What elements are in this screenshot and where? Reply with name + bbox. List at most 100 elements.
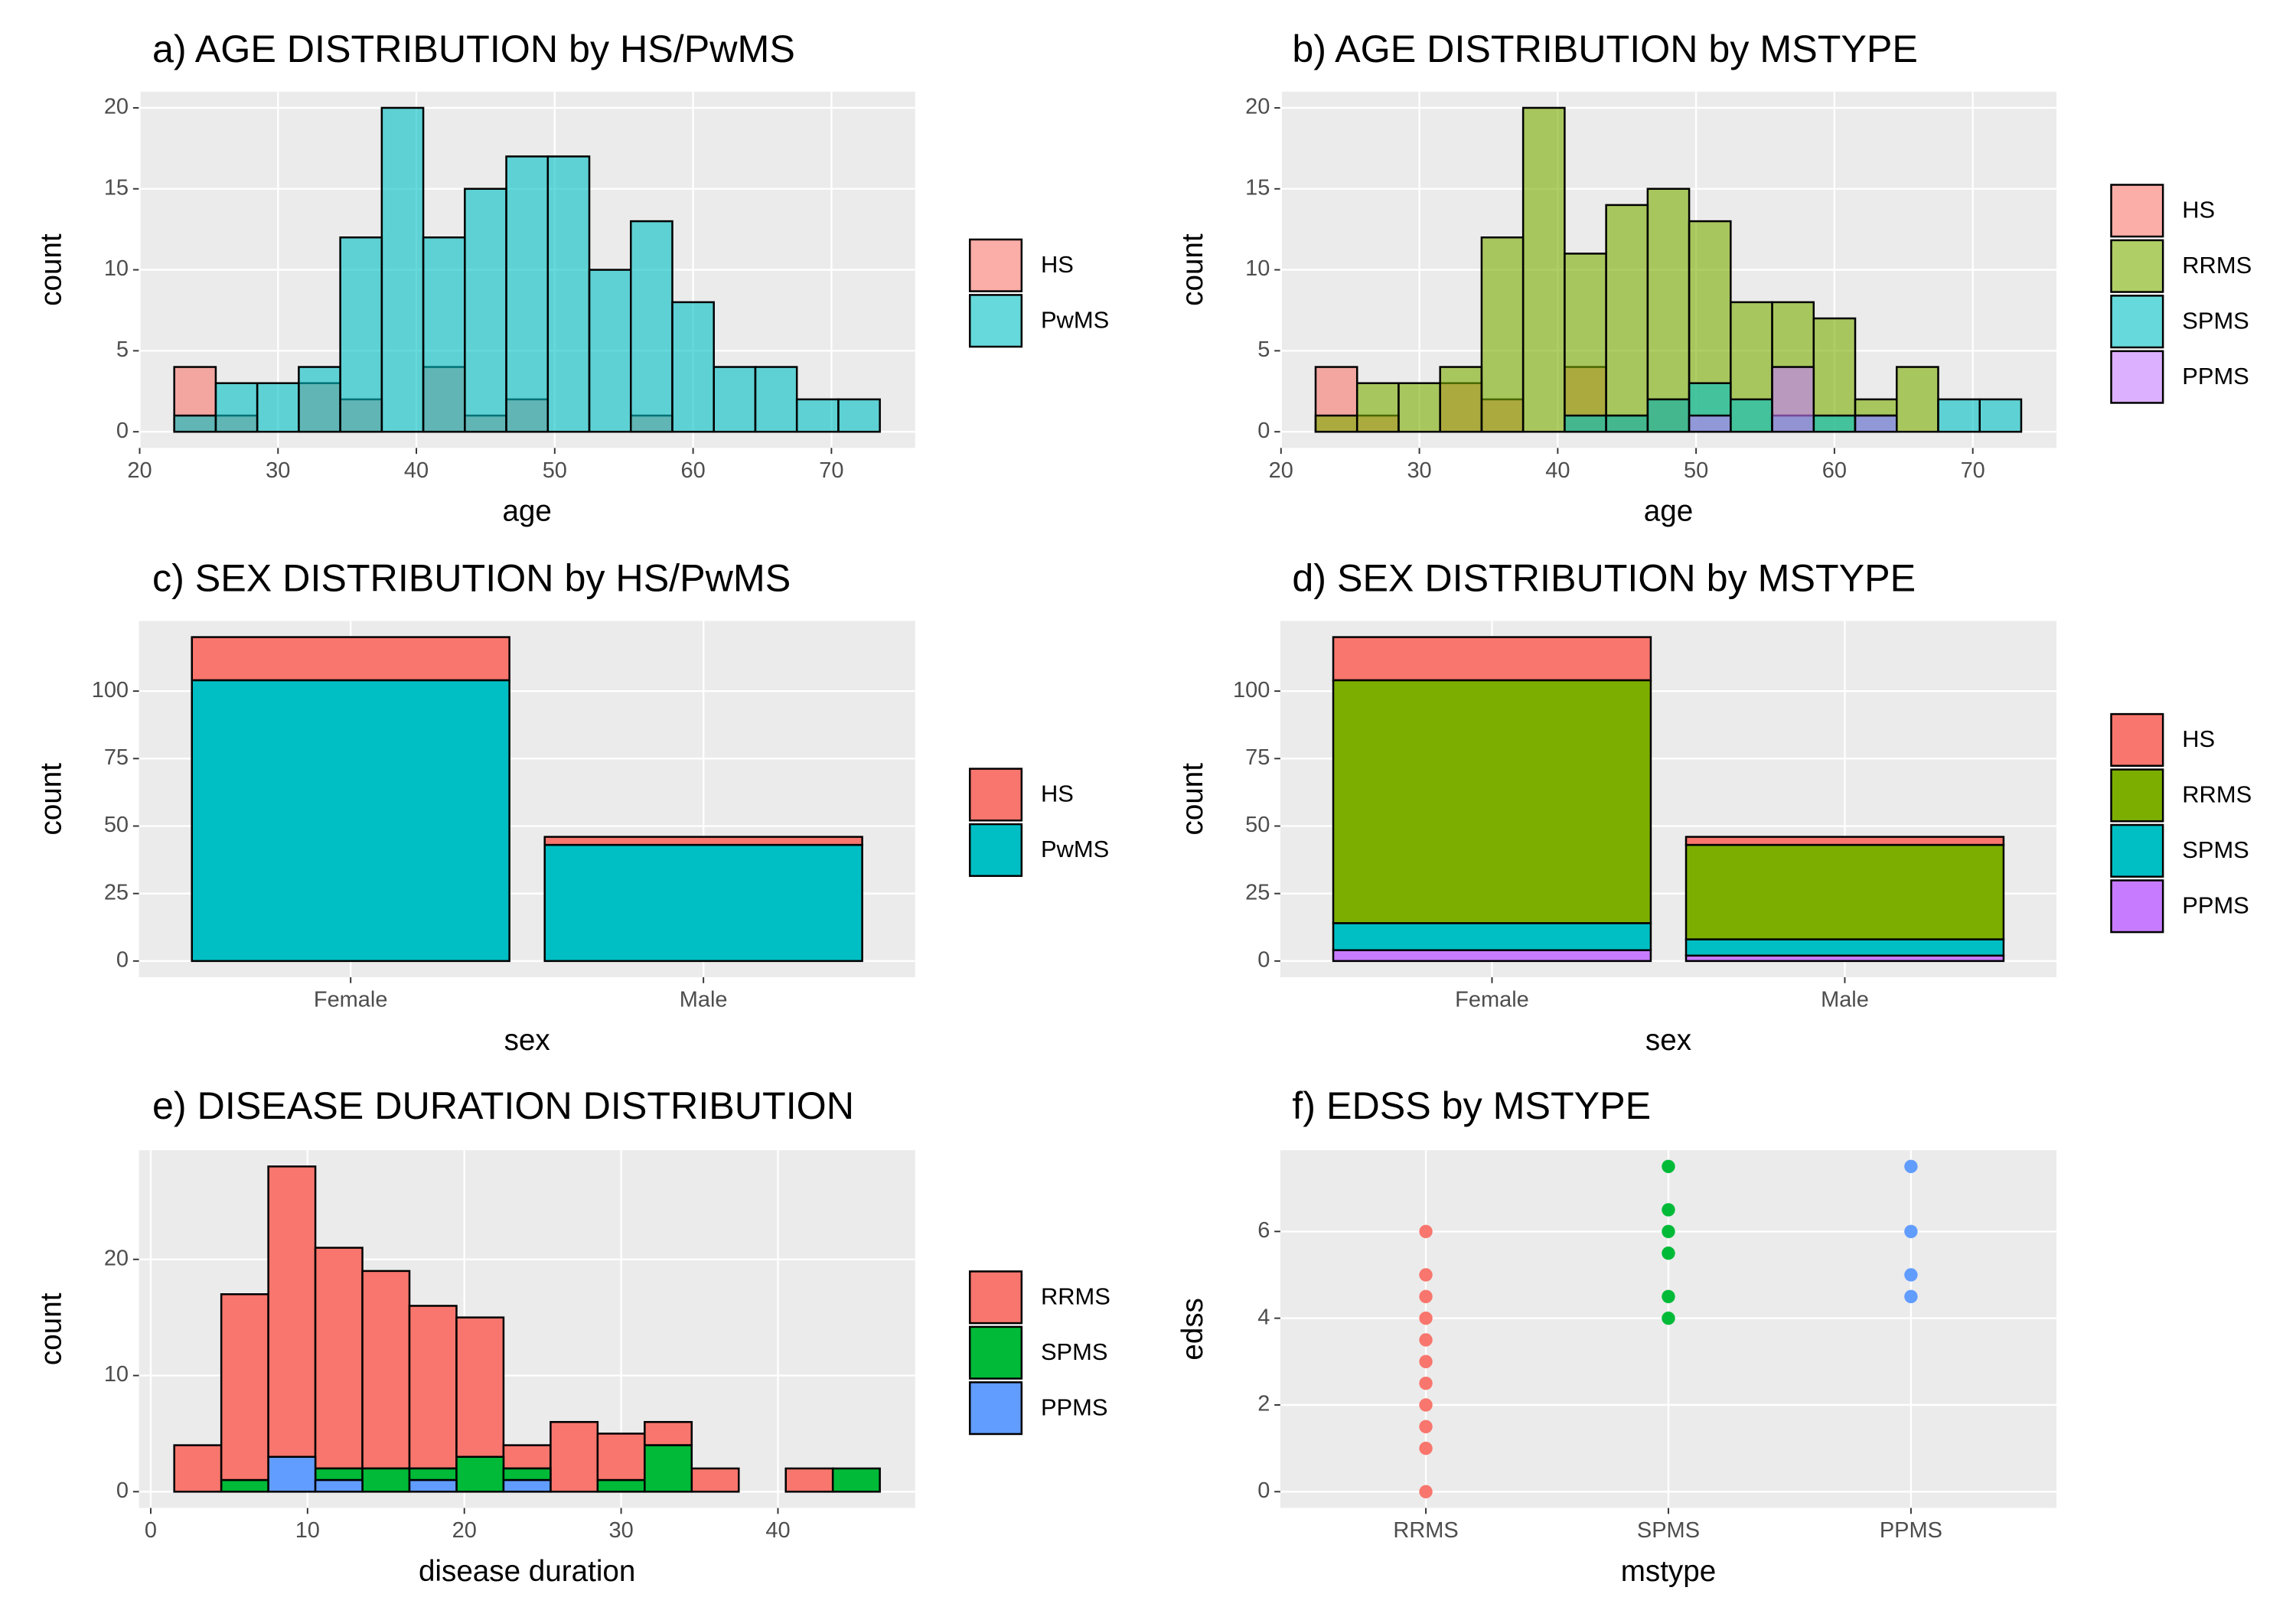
x-tick-label: 30 — [1407, 458, 1431, 483]
y-tick-label: 2 — [1257, 1392, 1270, 1416]
histogram-bar — [464, 187, 507, 433]
histogram-bar — [408, 1305, 458, 1470]
histogram-bar — [671, 301, 715, 433]
x-axis-title: age — [1644, 495, 1693, 528]
point — [1662, 1246, 1675, 1260]
x-tick-label: 70 — [1961, 458, 1985, 483]
histogram-bar — [1646, 187, 1691, 433]
histogram-bar — [408, 1467, 458, 1482]
x-axis-title: mstype — [1621, 1555, 1716, 1588]
legend-label: RRMS — [1041, 1283, 1110, 1309]
x-tick-label: SPMS — [1637, 1518, 1700, 1543]
histogram-bar — [795, 398, 840, 433]
legend-label: HS — [2182, 725, 2215, 752]
histogram-bar — [831, 1467, 881, 1493]
y-axis-title: count — [35, 1292, 68, 1365]
x-axis-title: sex — [1645, 1024, 1691, 1057]
point — [1419, 1289, 1433, 1303]
y-tick-label: 6 — [1257, 1218, 1270, 1243]
histogram-bar — [502, 1444, 552, 1470]
y-axis-title: count — [1176, 763, 1209, 836]
y-tick-label: 50 — [104, 813, 129, 837]
x-tick-label: 40 — [765, 1518, 790, 1543]
histogram-bar — [629, 220, 673, 433]
histogram-bar — [455, 1316, 505, 1459]
histogram-bar — [1564, 253, 1607, 433]
bar-segment — [1684, 954, 2005, 963]
histogram-bar — [380, 106, 425, 433]
point — [1904, 1268, 1918, 1282]
point — [1904, 1159, 1918, 1173]
histogram-bar — [214, 382, 259, 433]
histogram-bar — [1439, 366, 1483, 433]
histogram-bar — [422, 236, 466, 433]
y-tick-label: 20 — [104, 95, 129, 119]
point — [1904, 1289, 1918, 1303]
point — [1662, 1159, 1675, 1173]
histogram-bar — [502, 1478, 552, 1493]
y-tick-label: 0 — [1257, 1478, 1270, 1503]
histogram-bar — [588, 269, 632, 433]
point — [1419, 1420, 1433, 1433]
x-tick-label: Female — [1455, 988, 1529, 1012]
legend-key — [2110, 184, 2164, 238]
histogram-bar — [314, 1478, 364, 1493]
bar-segment — [1684, 836, 2005, 846]
histogram-bar — [1688, 414, 1732, 433]
histogram-bar — [1564, 414, 1607, 433]
legend-key — [968, 823, 1023, 877]
x-tick-label: 0 — [145, 1518, 157, 1543]
legend-key — [2110, 768, 2164, 823]
histogram-bar — [298, 366, 341, 433]
y-tick-label: 0 — [116, 947, 129, 972]
x-tick-label: 50 — [543, 458, 567, 483]
y-tick-label: 15 — [1245, 175, 1270, 200]
x-tick-label: 70 — [819, 458, 843, 483]
bar-segment — [1684, 938, 2005, 957]
legend-key — [2110, 295, 2164, 349]
x-tick-label: 60 — [680, 458, 705, 483]
point — [1662, 1224, 1675, 1238]
y-tick-label: 15 — [104, 175, 129, 200]
histogram-bar — [644, 1420, 693, 1446]
legend-key — [2110, 879, 2164, 934]
histogram-bar — [1771, 366, 1815, 433]
histogram-bar — [713, 366, 757, 433]
chart-title: a) AGE DISTRIBUTION by HS/PwMS — [152, 28, 795, 70]
legend-label: RRMS — [2182, 781, 2252, 807]
x-tick-label: PPMS — [1880, 1518, 1942, 1543]
y-tick-label: 10 — [1245, 256, 1270, 281]
histogram-bar — [361, 1270, 411, 1470]
legend-label: HS — [1041, 251, 1074, 278]
histogram-bar — [1978, 398, 2023, 433]
chart-title: e) DISEASE DURATION DISTRIBUTION — [152, 1084, 854, 1127]
legend-key — [2110, 712, 2164, 767]
x-tick-label: 20 — [1269, 458, 1293, 483]
histogram-bar — [1355, 382, 1400, 433]
point — [1419, 1398, 1433, 1412]
legend-label: PPMS — [2182, 363, 2249, 390]
chart-title: c) SEX DISTRIBUTION by HS/PwMS — [152, 557, 791, 600]
legend-key — [968, 1381, 1023, 1436]
legend-key — [968, 294, 1023, 348]
bar-segment — [191, 679, 510, 963]
y-axis-title: count — [35, 763, 68, 836]
point — [1662, 1289, 1675, 1303]
y-tick-label: 75 — [104, 745, 129, 770]
x-tick-label: 50 — [1684, 458, 1708, 483]
histogram-bar — [1646, 398, 1691, 433]
bar-segment — [543, 843, 863, 963]
histogram-bar — [455, 1455, 505, 1493]
y-tick-label: 10 — [104, 256, 129, 281]
x-axis-title: disease duration — [419, 1555, 635, 1588]
point — [1419, 1311, 1433, 1325]
x-tick-label: 60 — [1822, 458, 1847, 483]
y-tick-label: 100 — [92, 678, 129, 702]
point — [1419, 1354, 1433, 1368]
legend-label: PPMS — [1041, 1393, 1108, 1420]
x-axis-title: age — [502, 495, 551, 528]
histogram-bar — [267, 1165, 317, 1459]
y-tick-label: 0 — [116, 1478, 129, 1503]
